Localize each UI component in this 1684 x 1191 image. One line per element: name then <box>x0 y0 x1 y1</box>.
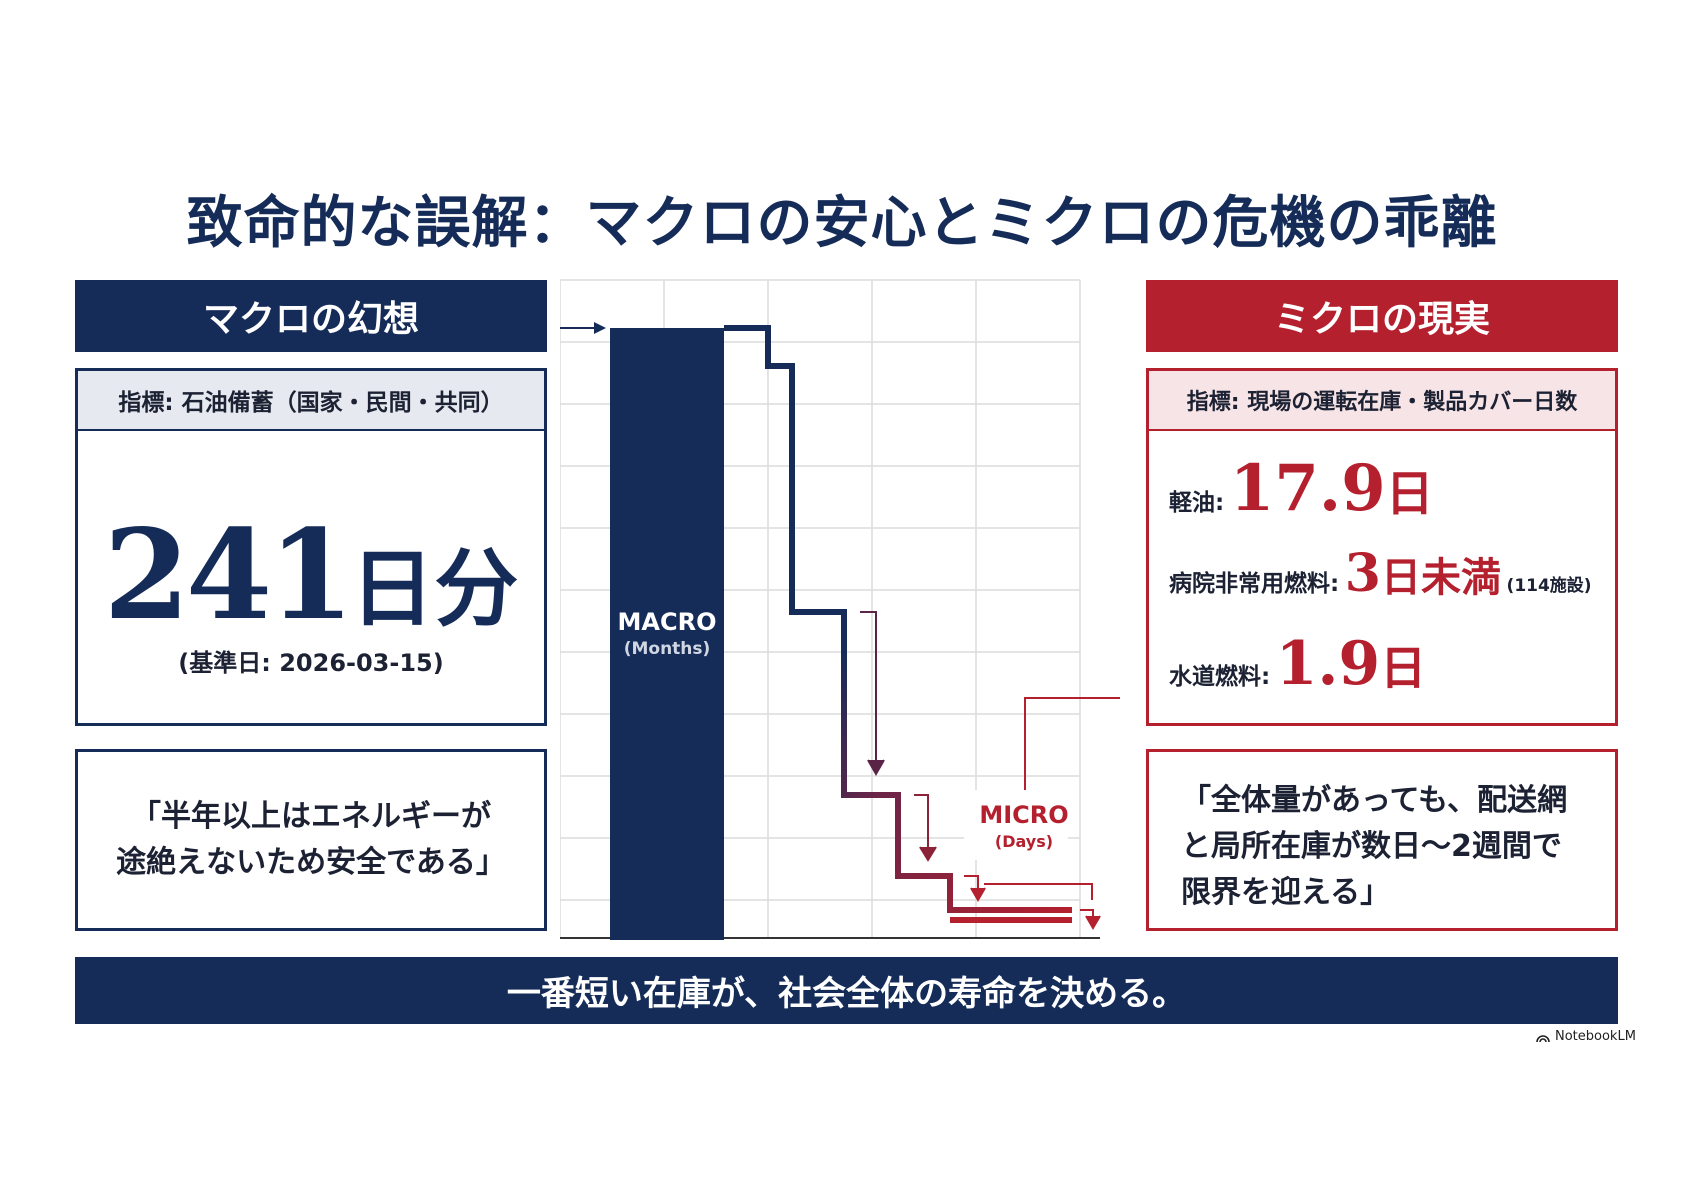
micro-item-note: (114施設) <box>1506 576 1592 596</box>
micro-item-number: 1.9 <box>1275 629 1381 699</box>
macro-quote-line: 「半年以上はエネルギーが <box>130 799 491 834</box>
micro-quote-line: 限界を迎える」 <box>1181 875 1391 910</box>
down-arrow <box>964 875 986 902</box>
micro-item-number: 17.9 <box>1229 451 1386 526</box>
micro-sublabel: (Days) <box>995 832 1053 851</box>
down-arrow <box>860 611 885 777</box>
down-arrows <box>860 611 1101 930</box>
micro-label-bg <box>964 790 1068 860</box>
macro-quote-line: 途絶えないため安全である」 <box>116 845 506 880</box>
step-decline-line-thin <box>984 883 1093 900</box>
page-title: 致命的な誤解：マクロの安心とミクロの危機の乖離 <box>186 191 1498 256</box>
micro-label: MICRO <box>979 801 1068 829</box>
micro-item-diesel: 軽油: 17.9日 <box>1169 451 1434 526</box>
macro-indicator: 指標: 石油備蓄（国家・民間・共同） <box>78 371 544 431</box>
micro-item-value: 1.9日 <box>1276 629 1426 699</box>
macro-header: マクロの幻想 <box>75 280 547 352</box>
micro-quote: 「全体量があっても、配送網 と局所在庫が数日〜2週間で 限界を迎える」 <box>1146 749 1618 931</box>
macro-bar-label: MACRO <box>618 608 717 636</box>
macro-metric-card: 指標: 石油備蓄（国家・民間・共同） 241日分 (基準日: 2026-03-1… <box>75 368 547 726</box>
micro-quote-line: と局所在庫が数日〜2週間で <box>1181 829 1562 864</box>
step-decline-line <box>724 325 1072 913</box>
macro-bar-sublabel: (Months) <box>624 639 711 659</box>
micro-item-unit: 日 <box>1380 641 1427 695</box>
micro-quote-line: 「全体量があっても、配送網 <box>1181 783 1568 818</box>
micro-item-value: 3日未満 <box>1345 543 1501 604</box>
macro-value: 241日分 <box>78 503 544 648</box>
macro-quote: 「半年以上はエネルギーが 途絶えないため安全である」 <box>75 749 547 931</box>
down-arrow <box>1080 909 1101 930</box>
micro-item-hospital: 病院非常用燃料: 3日未満 (114施設) <box>1169 543 1592 604</box>
micro-item-unit: 日未満 <box>1380 555 1501 601</box>
micro-item-label: 病院非常用燃料: <box>1169 571 1340 597</box>
micro-metric-card: 指標: 現場の運転在庫・製品カバー日数 軽油: 17.9日 病院非常用燃料: 3… <box>1146 368 1618 726</box>
stock-decline-chart: MACRO (Months) <box>560 279 1120 940</box>
micro-indicator: 指標: 現場の運転在庫・製品カバー日数 <box>1149 371 1615 431</box>
micro-item-label: 水道燃料: <box>1169 664 1271 690</box>
macro-value-unit: 日分 <box>350 540 519 638</box>
footer-banner: 一番短い在庫が、社会全体の寿命を決める。 <box>75 957 1618 1024</box>
macro-connector-arrowhead <box>594 322 606 334</box>
brand-mark: NotebookLM <box>1536 1029 1666 1044</box>
micro-item-water: 水道燃料: 1.9日 <box>1169 629 1426 699</box>
macro-base-date: (基準日: 2026-03-15) <box>178 649 444 677</box>
macro-bar <box>610 328 724 940</box>
micro-connector-line <box>1024 697 1120 790</box>
macro-value-number: 241 <box>103 503 355 648</box>
micro-item-value: 17.9日 <box>1230 451 1434 526</box>
down-arrow <box>914 794 937 862</box>
micro-item-unit: 日 <box>1385 466 1434 522</box>
micro-header: ミクロの現実 <box>1146 280 1618 352</box>
notebooklm-logo-icon <box>1536 1034 1550 1042</box>
micro-item-label: 軽油: <box>1169 490 1225 516</box>
brand-text: NotebookLM <box>1555 1029 1636 1044</box>
micro-item-number: 3 <box>1344 543 1381 604</box>
